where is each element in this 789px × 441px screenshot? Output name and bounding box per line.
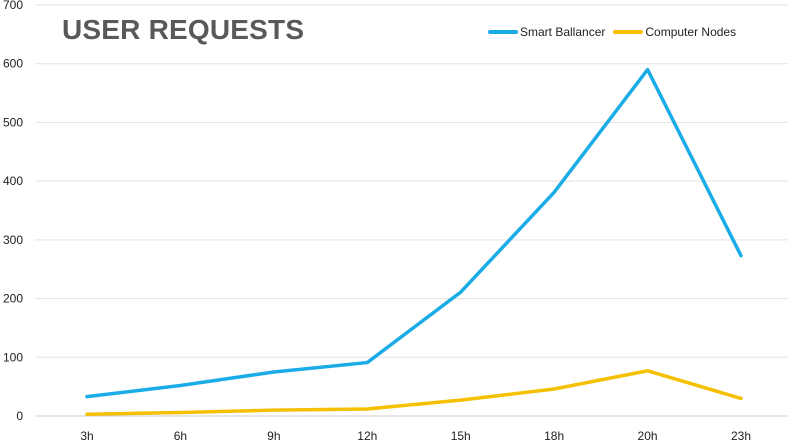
y-tick-label: 0: [16, 409, 23, 423]
x-tick-labels: 3h 6h 9h 12h 15h 18h 20h 23h: [80, 429, 751, 441]
x-tick-label: 3h: [80, 429, 93, 441]
data-point: [460, 291, 462, 293]
y-tick-label: 200: [3, 292, 23, 306]
legend-label-computer-nodes: Computer Nodes: [645, 25, 737, 39]
data-point: [86, 396, 88, 398]
legend-swatch-computer-nodes: [613, 30, 644, 34]
y-tick-label: 600: [3, 57, 23, 71]
series-line-computer-nodes: [85, 369, 743, 416]
x-tick-label: 20h: [638, 429, 658, 441]
data-point: [460, 399, 462, 401]
data-point: [740, 397, 742, 399]
data-point: [740, 255, 742, 257]
x-tick-label: 6h: [174, 429, 187, 441]
data-point: [366, 362, 368, 364]
data-point: [179, 411, 181, 413]
legend-item-computer-nodes: Computer Nodes: [613, 25, 736, 39]
x-tick-label: 15h: [451, 429, 471, 441]
data-point: [647, 370, 649, 372]
y-tick-label: 700: [3, 0, 23, 12]
legend-item-smart-ballancer: Smart Ballancer: [488, 25, 605, 39]
legend: Smart Ballancer Computer Nodes: [488, 25, 736, 39]
data-point: [179, 384, 181, 386]
y-tick-label: 100: [3, 350, 23, 364]
data-point: [366, 408, 368, 410]
x-tick-label: 23h: [731, 429, 751, 441]
series-lines: [85, 67, 743, 416]
data-point: [273, 409, 275, 411]
data-point: [553, 191, 555, 193]
series-line-smart-ballancer: [85, 67, 743, 399]
y-tick-label: 400: [3, 174, 23, 188]
data-point: [86, 413, 88, 415]
legend-label-smart-ballancer: Smart Ballancer: [520, 25, 606, 39]
data-point: [553, 388, 555, 390]
data-point: [273, 371, 275, 373]
x-tick-label: 12h: [357, 429, 377, 441]
y-tick-label: 500: [3, 115, 23, 129]
x-tick-label: 18h: [544, 429, 564, 441]
y-tick-labels: 0 100 200 300 400 500 600 700: [3, 0, 23, 423]
legend-swatch-smart-ballancer: [488, 30, 518, 34]
chart-title: USER REQUESTS: [62, 14, 305, 45]
grid-lines: [35, 4, 788, 417]
data-point: [647, 69, 649, 71]
x-tick-label: 9h: [267, 429, 280, 441]
y-tick-label: 300: [3, 233, 23, 247]
